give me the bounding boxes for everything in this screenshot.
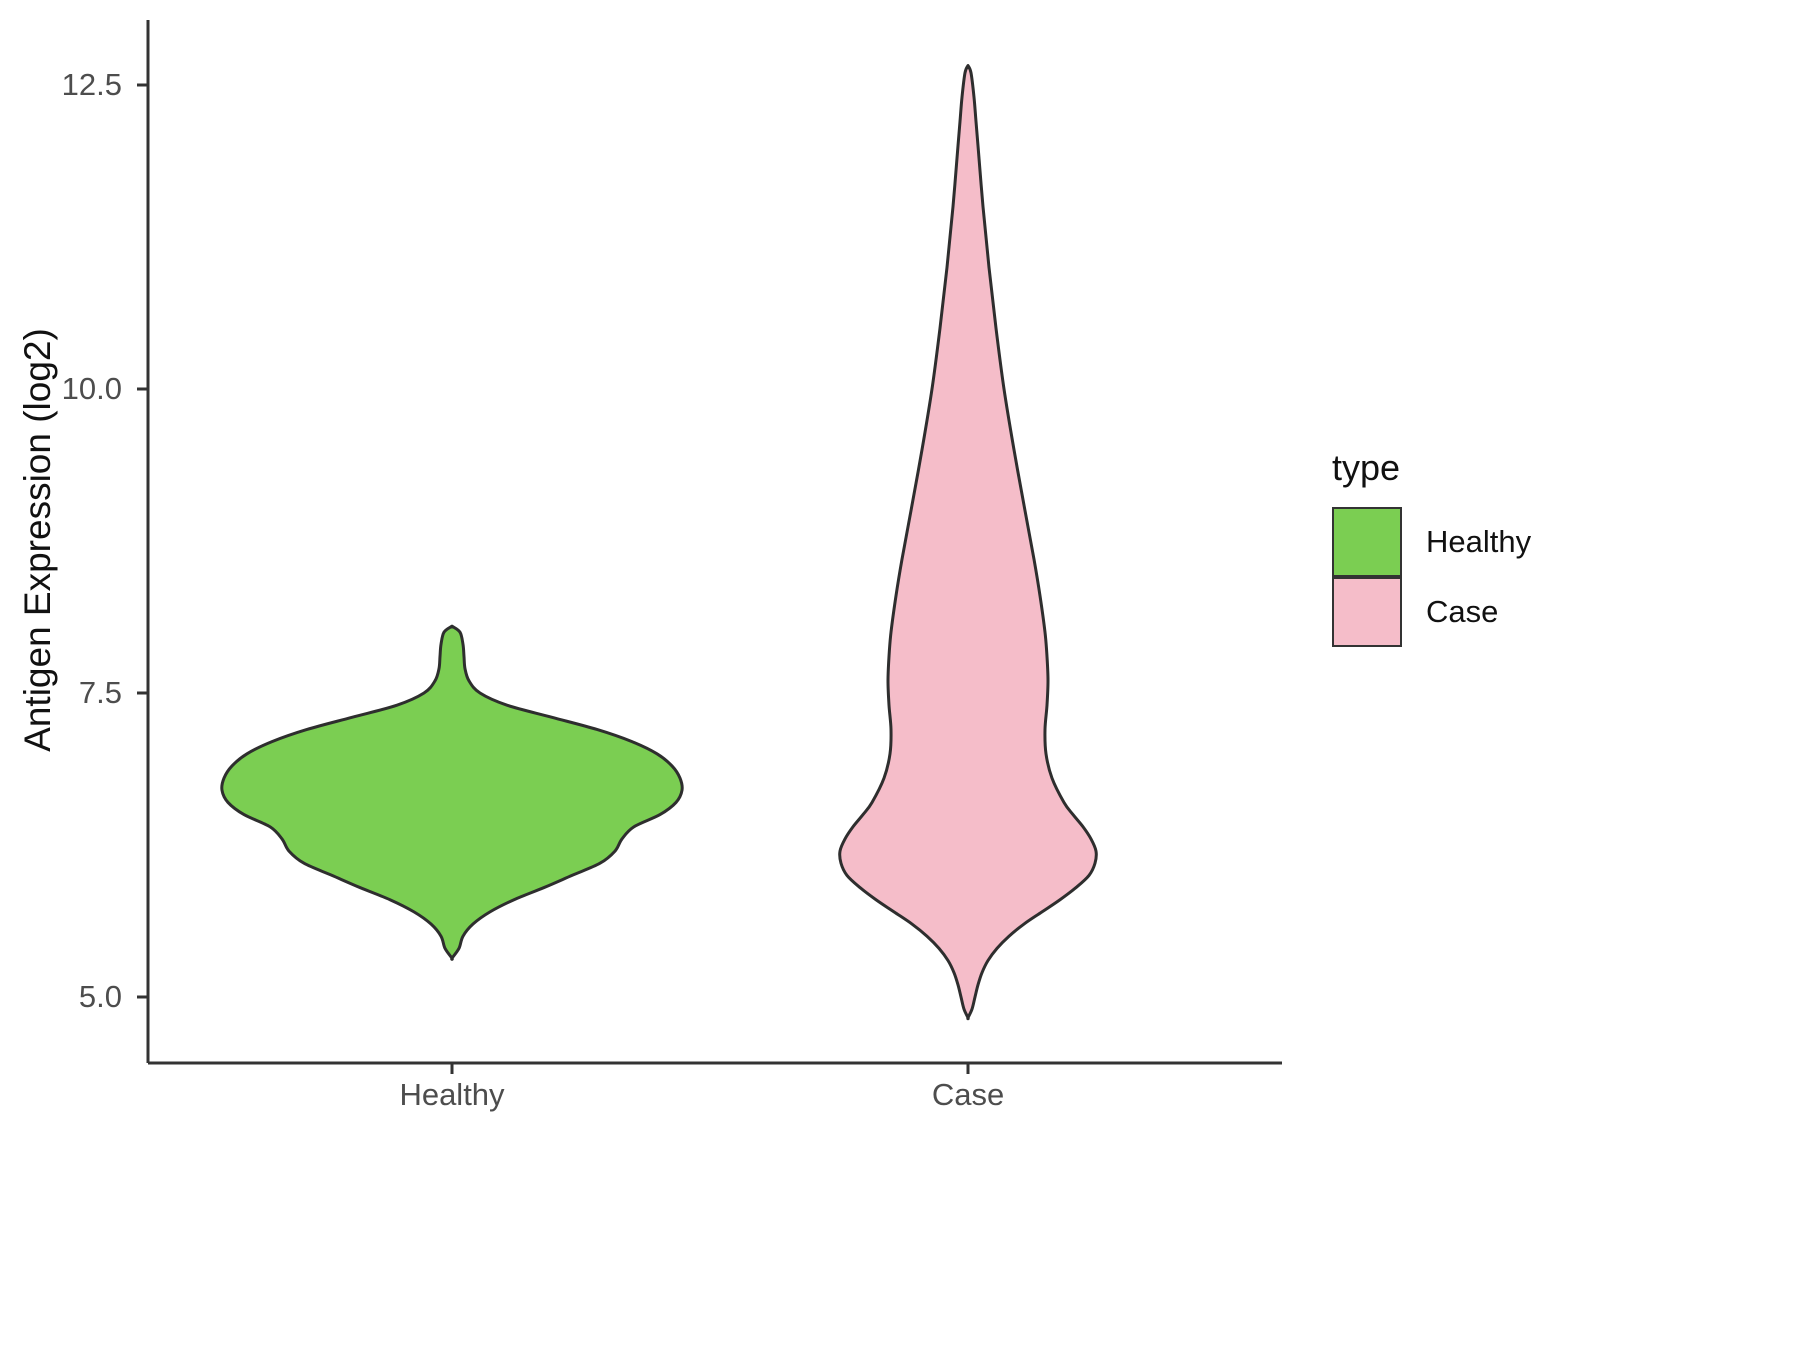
violin-healthy bbox=[220, 624, 684, 961]
violin-case bbox=[838, 64, 1098, 1021]
x-tick-label-case: Case bbox=[931, 1077, 1005, 1112]
y-tick-label: 10.0 bbox=[61, 371, 122, 406]
legend: type Healthy Case bbox=[1332, 447, 1531, 647]
legend-swatch-healthy bbox=[1332, 507, 1402, 577]
legend-entry-healthy: Healthy bbox=[1332, 507, 1531, 577]
y-tick-label: 12.5 bbox=[61, 67, 122, 102]
y-tick-label: 7.5 bbox=[78, 675, 122, 710]
legend-entry-case: Case bbox=[1332, 577, 1531, 647]
legend-swatch-case bbox=[1332, 577, 1402, 647]
legend-title: type bbox=[1332, 447, 1401, 488]
legend-label-case: Case bbox=[1426, 594, 1499, 629]
x-tick-label-healthy: Healthy bbox=[399, 1077, 505, 1112]
legend-label-healthy: Healthy bbox=[1426, 524, 1532, 559]
y-tick-label: 5.0 bbox=[78, 979, 122, 1014]
